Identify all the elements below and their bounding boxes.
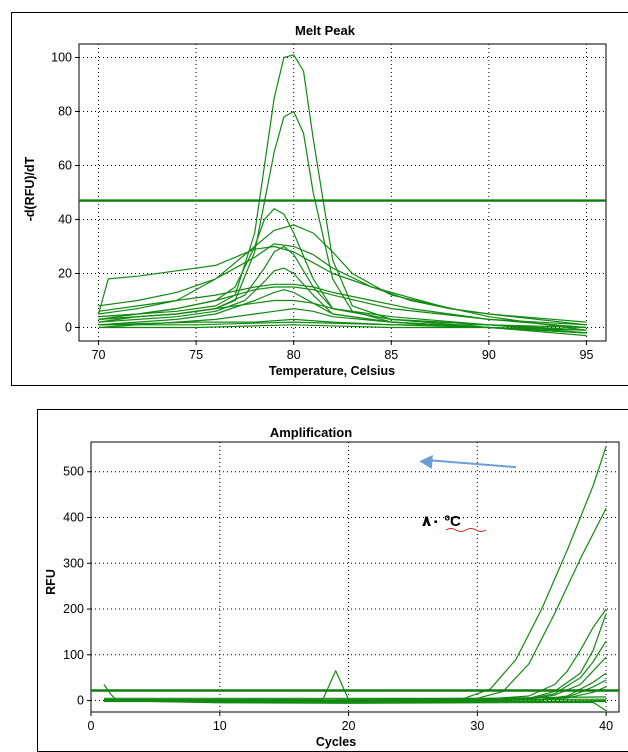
x-axis-label: Cycles xyxy=(316,735,356,749)
y-tick-label: 0 xyxy=(77,694,84,708)
x-tick-label: 30 xyxy=(470,719,484,733)
series-line xyxy=(98,243,587,323)
arrow-shaft xyxy=(429,459,517,469)
x-tick-label: 85 xyxy=(384,348,398,362)
series-line xyxy=(98,286,587,329)
series-line xyxy=(103,696,607,699)
y-tick-label: 500 xyxy=(63,465,84,479)
plot-frame xyxy=(78,43,607,342)
melt-peak-chart: Melt Peak Temperature, Celsius -d(RFU)/d… xyxy=(23,23,607,378)
y-axis-label: RFU xyxy=(44,569,58,595)
series-line xyxy=(103,700,607,712)
plot-frame xyxy=(90,441,620,713)
x-tick-label: 80 xyxy=(287,348,301,362)
x-tick-label: 75 xyxy=(189,348,203,362)
x-tick-label: 40 xyxy=(599,719,613,733)
melt-peak-panel: Melt Peak Temperature, Celsius -d(RFU)/d… xyxy=(11,12,628,386)
series-line xyxy=(98,54,587,331)
y-tick-label: 20 xyxy=(58,267,72,281)
y-tick-label: 40 xyxy=(58,213,72,227)
x-tick-label: 70 xyxy=(92,348,106,362)
y-tick-label: 200 xyxy=(63,602,84,616)
y-tick-label: 60 xyxy=(58,159,72,173)
spellcheck-underline xyxy=(445,528,487,532)
x-tick-label: 10 xyxy=(213,719,227,733)
series-line xyxy=(98,321,587,329)
series-group xyxy=(91,446,619,712)
y-tick-label: 100 xyxy=(63,648,84,662)
x-tick-label: 0 xyxy=(88,719,95,733)
x-tick-label: 20 xyxy=(342,719,356,733)
amplification-chart: Amplification Cycles RFU 0 10 20 30 40010020… xyxy=(44,425,620,749)
arrow-head xyxy=(419,455,433,470)
y-tick-label: 0 xyxy=(65,321,72,335)
x-tick-label: 90 xyxy=(482,348,496,362)
y-axis-label: -d(RFU)/dT xyxy=(23,156,37,221)
y-tick-label: 400 xyxy=(63,511,84,525)
y-tick-label: 100 xyxy=(51,51,72,65)
series-line xyxy=(98,324,587,331)
series-line xyxy=(97,245,587,326)
chart-title: Amplification xyxy=(270,425,352,440)
chart-title: Melt Peak xyxy=(295,23,356,38)
amplification-panel: Amplification Cycles RFU 0 10 20 30 40 0 100 20… xyxy=(37,409,628,752)
temperature-annotation: ٨٠ ºC xyxy=(422,513,461,530)
series-line xyxy=(98,283,587,326)
series-line xyxy=(98,299,587,331)
y-tick-label: 80 xyxy=(58,105,72,119)
plot-area: 70 75 80 85 90 95 0 20 40 60 80 100 xyxy=(51,43,607,362)
x-tick-label: 95 xyxy=(580,348,594,362)
series-line xyxy=(103,670,607,701)
series-group xyxy=(79,54,606,337)
y-tick-label: 300 xyxy=(63,556,84,570)
x-axis-label: Temperature, Celsius xyxy=(269,364,395,378)
